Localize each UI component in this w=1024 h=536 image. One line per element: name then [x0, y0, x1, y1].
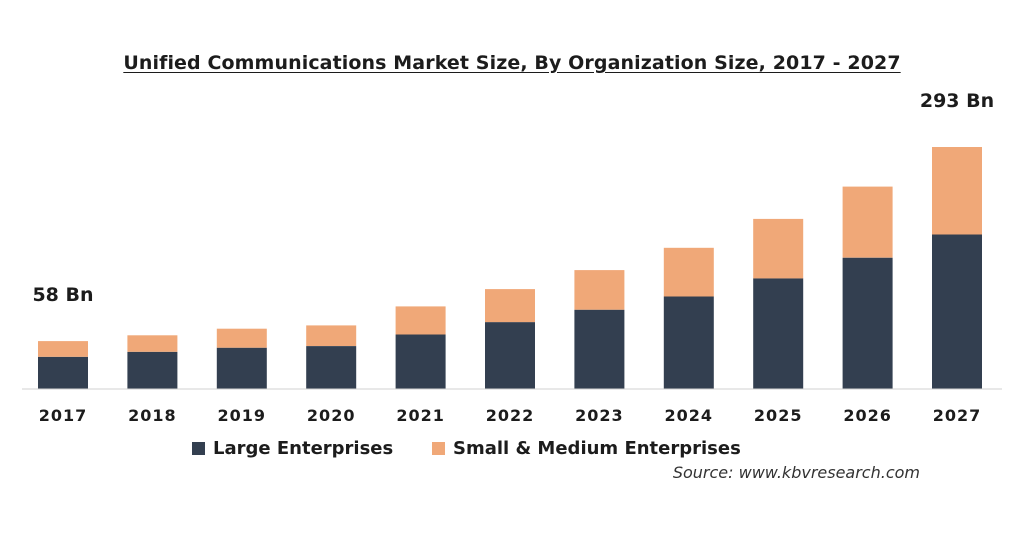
bar-small-and-medium-enterprises-2022: [485, 289, 535, 323]
annotation-2027: 293 Bn: [920, 90, 994, 112]
x-tick-label-2017: 2017: [39, 406, 88, 425]
x-tick-label-2021: 2021: [396, 406, 445, 425]
legend-swatch-large-enterprises: [192, 442, 205, 455]
bar-large-enterprises-2019: [216, 347, 267, 389]
bar-small-and-medium-enterprises-2021: [395, 306, 446, 335]
bar-small-and-medium-enterprises-2024: [663, 247, 714, 297]
legend-label-large-enterprises: Large Enterprises: [213, 438, 394, 459]
bar-large-enterprises-2023: [574, 309, 625, 389]
bar-large-enterprises-2021: [395, 334, 446, 389]
x-tick-label-2019: 2019: [218, 406, 267, 425]
bar-small-and-medium-enterprises-2025: [753, 218, 804, 279]
x-tick-labels: 2017 2018 2019 2020 2021 2022 2023 2024 2025 2026…: [39, 406, 982, 425]
bar-small-and-medium-enterprises-2026: [842, 186, 893, 258]
chart-title: Unified Communications Market Size, By O…: [123, 52, 901, 74]
legend-label-small-medium-enterprises: Small & Medium Enterprises: [453, 438, 741, 459]
bar-small-and-medium-enterprises-2019: [216, 328, 267, 348]
x-tick-label-2018: 2018: [128, 406, 177, 425]
x-tick-label-2027: 2027: [933, 406, 982, 425]
x-tick-label-2024: 2024: [665, 406, 714, 425]
bar-small-and-medium-enterprises-2027: [932, 147, 982, 235]
x-tick-label-2026: 2026: [843, 406, 892, 425]
legend-item-small-medium-enterprises: Small & Medium Enterprises: [432, 438, 741, 459]
legend-swatch-small-medium-enterprises: [432, 442, 445, 455]
annotation-2017: 58 Bn: [32, 284, 93, 306]
bar-large-enterprises-2017: [38, 356, 88, 389]
x-tick-label-2025: 2025: [754, 406, 803, 425]
bar-small-and-medium-enterprises-2017: [38, 341, 88, 357]
legend: Large Enterprises Small & Medium Enterpr…: [0, 438, 1024, 464]
x-tick-label-2023: 2023: [575, 406, 624, 425]
annotations: 58 Bn 293 Bn: [32, 90, 994, 306]
bar-small-and-medium-enterprises-2020: [306, 325, 357, 346]
bar-large-enterprises-2026: [842, 257, 893, 389]
bar-small-and-medium-enterprises-2023: [574, 270, 625, 310]
legend-item-large-enterprises: Large Enterprises: [192, 438, 393, 459]
bar-large-enterprises-2020: [306, 346, 357, 389]
bar-large-enterprises-2018: [127, 351, 178, 389]
x-tick-label-2020: 2020: [307, 406, 356, 425]
bar-small-and-medium-enterprises-2018: [127, 335, 178, 352]
bar-large-enterprises-2024: [663, 296, 714, 389]
bar-large-enterprises-2025: [753, 278, 804, 389]
bars-layer: [38, 147, 982, 389]
bar-large-enterprises-2027: [932, 234, 982, 389]
x-tick-label-2022: 2022: [486, 406, 535, 425]
bar-large-enterprises-2022: [485, 322, 535, 389]
source-note: Source: www.kbvresearch.com: [672, 463, 920, 482]
